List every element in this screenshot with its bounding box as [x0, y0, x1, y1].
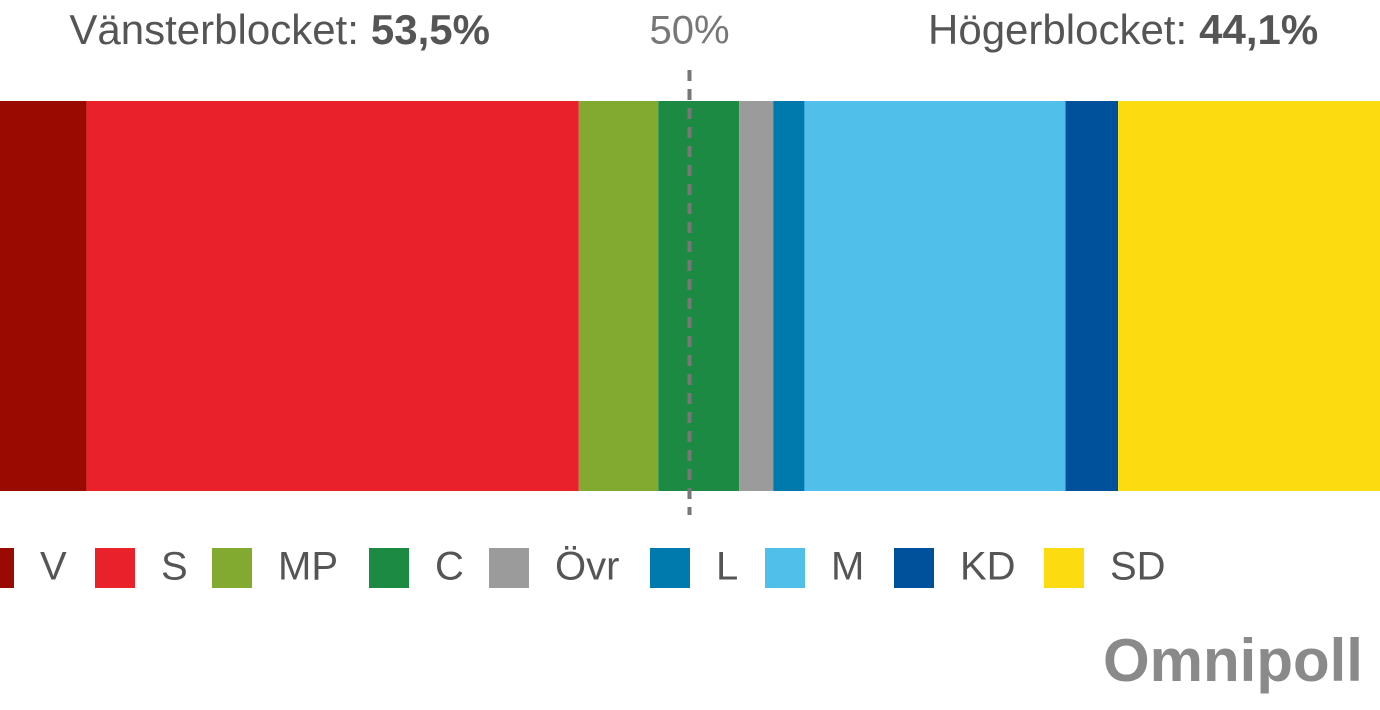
legend-swatch: [650, 548, 690, 588]
reference-label: 50%: [649, 9, 729, 53]
legend-swatch: [489, 548, 529, 588]
legend-swatch: [0, 548, 14, 588]
bar-segment: [739, 101, 774, 491]
bar-segment: [0, 101, 87, 491]
logo: Omnipoll: [1103, 627, 1363, 694]
right-block: Högerblocket: 44,1%: [928, 6, 1318, 53]
right-block-label: Högerblocket:: [928, 6, 1187, 53]
bar-segment: [804, 101, 1066, 491]
legend-swatch: [212, 548, 252, 588]
legend-swatch: [95, 548, 135, 588]
legend-label: S: [161, 545, 188, 589]
legend-label: M: [831, 545, 864, 589]
legend-label: SD: [1110, 545, 1166, 589]
left-block-label: Vänsterblocket:: [69, 6, 359, 53]
bar-segment: [578, 101, 659, 491]
bar-segment: [658, 101, 740, 491]
bar-segment: [773, 101, 805, 491]
bar-segment: [86, 101, 579, 491]
legend-label: L: [716, 545, 738, 589]
legend-label: C: [435, 545, 464, 589]
legend-swatch: [894, 548, 934, 588]
legend-label: Övr: [555, 545, 619, 589]
legend-label: V: [40, 545, 67, 589]
left-block: Vänsterblocket: 53,5%: [69, 6, 490, 53]
legend-label: MP: [278, 545, 338, 589]
bar-segment: [1065, 101, 1119, 491]
bar-segment: [1118, 101, 1380, 491]
legend-swatch: [369, 548, 409, 588]
legend-swatch: [1044, 548, 1084, 588]
legend-label: KD: [960, 545, 1016, 589]
left-block-value: 53,5%: [371, 6, 490, 53]
right-block-value: 44,1%: [1199, 6, 1318, 53]
legend-swatch: [765, 548, 805, 588]
